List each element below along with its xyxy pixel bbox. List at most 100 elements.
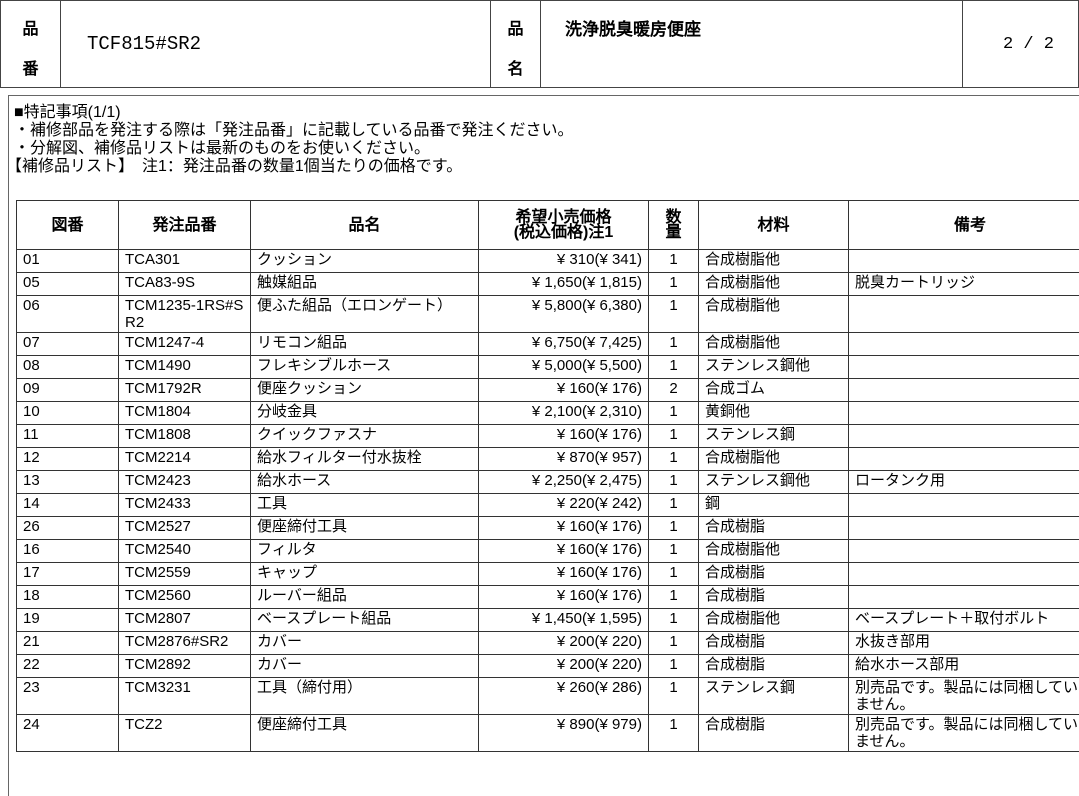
cell-fig-no: 14 bbox=[17, 494, 119, 517]
cell-remarks bbox=[849, 425, 1079, 448]
cell-material: 合成樹脂 bbox=[699, 517, 849, 540]
cell-part-name: 工具 bbox=[251, 494, 479, 517]
cell-material: 合成樹脂他 bbox=[699, 250, 849, 273]
cell-remarks: 水抜き部用 bbox=[849, 632, 1079, 655]
part-no-cell: TCF815#SR2 bbox=[61, 1, 491, 87]
cell-quantity: 1 bbox=[649, 250, 699, 273]
cell-material: 合成樹脂他 bbox=[699, 273, 849, 296]
cell-quantity: 1 bbox=[649, 471, 699, 494]
page-cell: 2 / 2 bbox=[963, 1, 1079, 87]
cell-part-name: ベースプレート組品 bbox=[251, 609, 479, 632]
cell-order-part-no: TCM1235-1RS#SR2 bbox=[119, 296, 251, 333]
cell-material: 合成樹脂他 bbox=[699, 333, 849, 356]
cell-quantity: 1 bbox=[649, 494, 699, 517]
cell-remarks bbox=[849, 517, 1079, 540]
cell-remarks bbox=[849, 563, 1079, 586]
column-header-order-part-no: 発注品番 bbox=[119, 201, 251, 250]
cell-material: 合成樹脂 bbox=[699, 715, 849, 752]
product-name: 洗浄脱臭暖房便座 bbox=[565, 15, 701, 40]
notes-title: ■特記事項(1/1) bbox=[14, 104, 574, 122]
cell-order-part-no: TCM2559 bbox=[119, 563, 251, 586]
note-line: ・補修部品を発注する際は「発注品番」に記載している品番で発注ください。 bbox=[14, 122, 574, 140]
cell-fig-no: 09 bbox=[17, 379, 119, 402]
cell-order-part-no: TCA301 bbox=[119, 250, 251, 273]
cell-part-name: フィルタ bbox=[251, 540, 479, 563]
cell-quantity: 1 bbox=[649, 402, 699, 425]
cell-fig-no: 06 bbox=[17, 296, 119, 333]
cell-remarks: 別売品です。製品には同梱していません。 bbox=[849, 715, 1079, 752]
column-header-fig-no: 図番 bbox=[17, 201, 119, 250]
cell-fig-no: 21 bbox=[17, 632, 119, 655]
cell-price: ¥ 160(¥ 176) bbox=[479, 379, 649, 402]
cell-price: ¥ 1,450(¥ 1,595) bbox=[479, 609, 649, 632]
cell-price: ¥ 160(¥ 176) bbox=[479, 517, 649, 540]
cell-fig-no: 19 bbox=[17, 609, 119, 632]
cell-order-part-no: TCM1808 bbox=[119, 425, 251, 448]
cell-price: ¥ 260(¥ 286) bbox=[479, 678, 649, 715]
cell-price: ¥ 160(¥ 176) bbox=[479, 563, 649, 586]
column-header-quantity: 数 量 bbox=[649, 201, 699, 250]
cell-remarks bbox=[849, 250, 1079, 273]
cell-quantity: 1 bbox=[649, 517, 699, 540]
cell-material: 合成樹脂他 bbox=[699, 448, 849, 471]
cell-remarks bbox=[849, 356, 1079, 379]
cell-price: ¥ 5,800(¥ 6,380) bbox=[479, 296, 649, 333]
cell-material: 合成樹脂 bbox=[699, 586, 849, 609]
cell-order-part-no: TCM2892 bbox=[119, 655, 251, 678]
cell-remarks bbox=[849, 586, 1079, 609]
cell-fig-no: 18 bbox=[17, 586, 119, 609]
cell-remarks bbox=[849, 296, 1079, 333]
cell-quantity: 1 bbox=[649, 632, 699, 655]
cell-part-name: キャップ bbox=[251, 563, 479, 586]
name-cell: 洗浄脱臭暖房便座 bbox=[541, 1, 963, 87]
column-header-material: 材料 bbox=[699, 201, 849, 250]
cell-quantity: 1 bbox=[649, 333, 699, 356]
cell-material: 合成樹脂 bbox=[699, 563, 849, 586]
cell-order-part-no: TCM2807 bbox=[119, 609, 251, 632]
cell-material: 黄銅他 bbox=[699, 402, 849, 425]
cell-part-name: リモコン組品 bbox=[251, 333, 479, 356]
cell-quantity: 1 bbox=[649, 425, 699, 448]
cell-price: ¥ 310(¥ 341) bbox=[479, 250, 649, 273]
cell-quantity: 1 bbox=[649, 655, 699, 678]
cell-price: ¥ 160(¥ 176) bbox=[479, 586, 649, 609]
cell-remarks bbox=[849, 494, 1079, 517]
note-line: ・分解図、補修品リストは最新のものをお使いください。 bbox=[14, 140, 574, 158]
cell-quantity: 1 bbox=[649, 563, 699, 586]
cell-price: ¥ 1,650(¥ 1,815) bbox=[479, 273, 649, 296]
part-no-label-cell: 品 番 bbox=[1, 1, 61, 87]
cell-fig-no: 07 bbox=[17, 333, 119, 356]
cell-price: ¥ 2,100(¥ 2,310) bbox=[479, 402, 649, 425]
cell-quantity: 1 bbox=[649, 715, 699, 752]
cell-material: 合成樹脂 bbox=[699, 655, 849, 678]
cell-quantity: 1 bbox=[649, 609, 699, 632]
cell-part-name: カバー bbox=[251, 655, 479, 678]
cell-price: ¥ 6,750(¥ 7,425) bbox=[479, 333, 649, 356]
cell-fig-no: 01 bbox=[17, 250, 119, 273]
cell-part-name: ルーバー組品 bbox=[251, 586, 479, 609]
cell-fig-no: 05 bbox=[17, 273, 119, 296]
cell-price: ¥ 5,000(¥ 5,500) bbox=[479, 356, 649, 379]
cell-price: ¥ 870(¥ 957) bbox=[479, 448, 649, 471]
cell-fig-no: 13 bbox=[17, 471, 119, 494]
name-label: 名 bbox=[491, 55, 540, 79]
cell-price: ¥ 2,250(¥ 2,475) bbox=[479, 471, 649, 494]
cell-part-name: クイックファスナ bbox=[251, 425, 479, 448]
cell-quantity: 2 bbox=[649, 379, 699, 402]
